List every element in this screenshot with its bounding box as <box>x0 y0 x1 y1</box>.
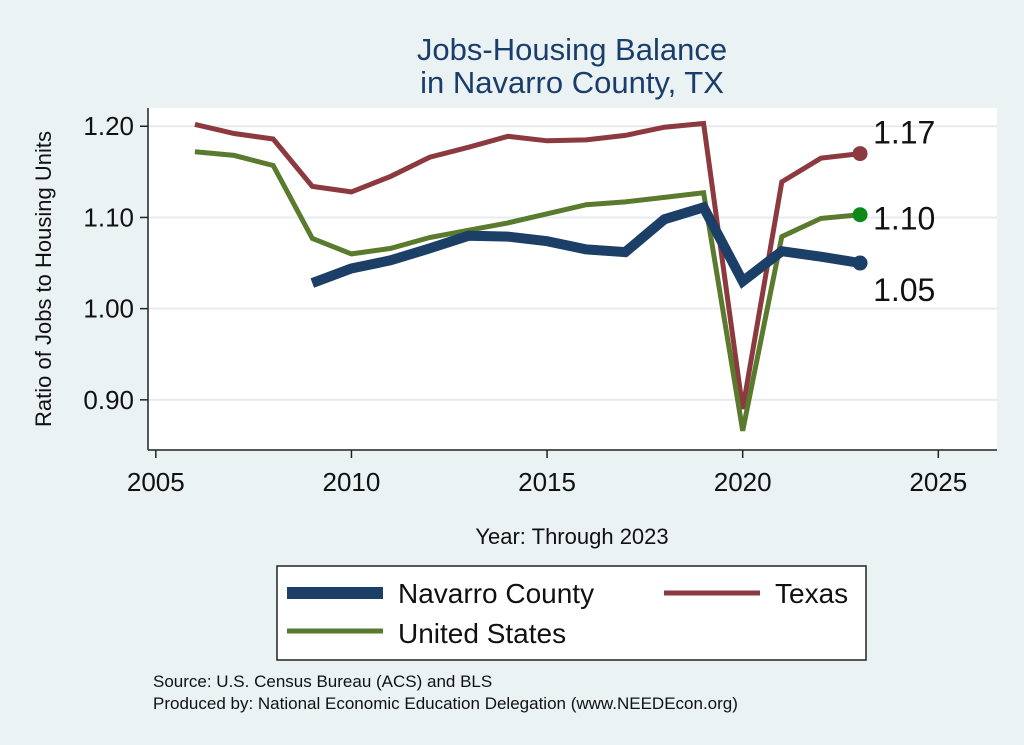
end-marker-navarro-county <box>852 255 868 271</box>
legend-box <box>276 565 867 661</box>
end-marker-united-states <box>852 207 868 223</box>
y-tick-label: 1.10 <box>83 202 134 232</box>
y-tick-label: 1.20 <box>83 111 134 141</box>
source-line: Source: U.S. Census Bureau (ACS) and BLS <box>153 672 492 691</box>
legend: Navarro County Texas United States <box>276 565 867 661</box>
series-layer <box>194 120 861 432</box>
axes: 0.90 1.00 1.10 1.20 2005 2010 2015 2020 2025 <box>83 108 997 497</box>
series-line-united-states <box>194 149 861 432</box>
produced-by-line: Produced by: National Economic Education… <box>153 694 738 713</box>
y-tick-label: 0.90 <box>83 385 134 415</box>
legend-label-texas: Texas <box>775 578 848 609</box>
legend-label-navarro: Navarro County <box>398 578 594 609</box>
end-label-navarro-county: 1.05 <box>873 272 935 308</box>
end-label-texas: 1.17 <box>873 115 935 151</box>
end-label-united-states: 1.10 <box>873 201 935 237</box>
y-tick-label: 1.00 <box>83 294 134 324</box>
end-markers <box>852 146 868 271</box>
x-tick-label: 2025 <box>909 467 967 497</box>
x-tick-label: 2010 <box>323 467 381 497</box>
series-line-texas <box>194 120 861 410</box>
x-tick-label: 2015 <box>518 467 576 497</box>
end-labels: 1.17 1.10 1.05 <box>873 115 935 308</box>
plot-area <box>148 108 997 450</box>
y-axis-label: Ratio of Jobs to Housing Units <box>31 131 56 427</box>
x-tick-label: 2020 <box>714 467 772 497</box>
end-marker-texas <box>852 146 868 162</box>
x-tick-label: 2005 <box>127 467 185 497</box>
chart-title-line1: Jobs-Housing Balance <box>417 32 727 67</box>
x-axis-label: Year: Through 2023 <box>475 524 668 549</box>
series-line-navarro-county <box>310 201 861 289</box>
legend-label-us: United States <box>398 618 566 649</box>
chart-title-line2: in Navarro County, TX <box>420 65 724 100</box>
